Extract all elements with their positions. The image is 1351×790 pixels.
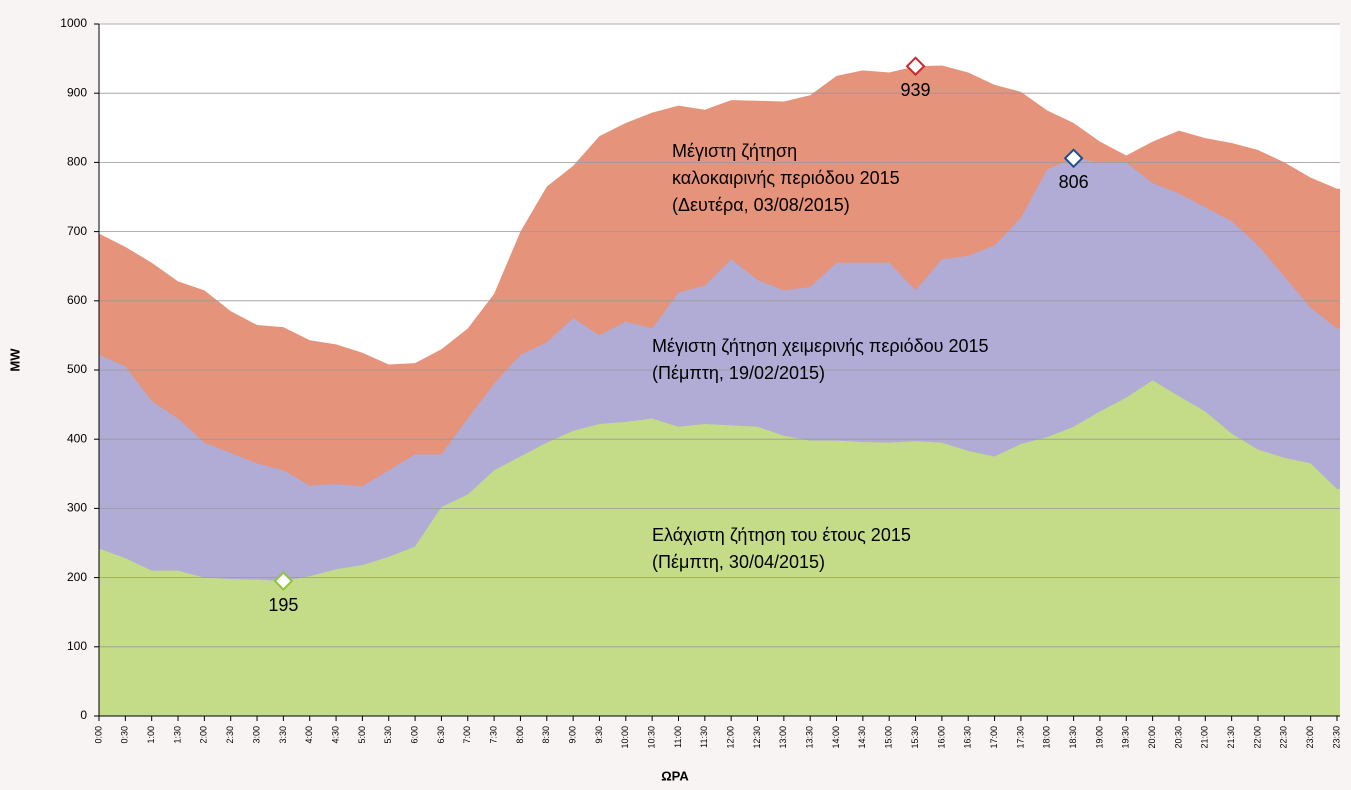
x-tick-label: 21:00: [1200, 726, 1210, 749]
x-tick-label: 2:00: [199, 726, 209, 744]
x-tick-label: 5:00: [357, 726, 367, 744]
x-tick-label: 12:30: [752, 726, 762, 749]
x-tick-label: 17:00: [989, 726, 999, 749]
x-tick-label: 16:30: [963, 726, 973, 749]
x-tick-label: 19:30: [1121, 726, 1131, 749]
x-tick-label: 20:00: [1147, 726, 1157, 749]
peak-label: 806: [1059, 172, 1089, 192]
y-axis-title: MW: [7, 348, 22, 372]
y-tick-label: 100: [67, 639, 87, 653]
y-tick-label: 0: [80, 708, 87, 722]
x-tick-label: 14:00: [831, 726, 841, 749]
x-tick-label: 22:00: [1252, 726, 1262, 749]
area: [99, 380, 1340, 716]
x-tick-label: 16:00: [936, 726, 946, 749]
x-tick-label: 10:30: [647, 726, 657, 749]
y-tick-label: 1000: [60, 16, 87, 30]
x-tick-label: 17:30: [1015, 726, 1025, 749]
x-tick-label: 23:30: [1331, 726, 1341, 749]
x-tick-label: 19:00: [1094, 726, 1104, 749]
x-tick-label: 9:30: [594, 726, 604, 744]
peak-marker: [905, 56, 926, 77]
x-tick-label: 8:30: [541, 726, 551, 744]
x-tick-label: 0:00: [93, 726, 103, 744]
x-tick-label: 14:30: [857, 726, 867, 749]
y-tick-label: 600: [67, 293, 87, 307]
x-tick-label: 7:30: [488, 726, 498, 744]
y-tick-label: 900: [67, 85, 87, 99]
x-tick-label: 22:30: [1279, 726, 1289, 749]
x-tick-label: 18:00: [1042, 726, 1052, 749]
x-tick-label: 7:00: [462, 726, 472, 744]
x-tick-label: 4:00: [304, 726, 314, 744]
peak-marker: [1063, 148, 1084, 169]
x-tick-label: 13:00: [778, 726, 788, 749]
y-tick-label: 200: [67, 570, 87, 584]
series-label: (Πέμπτη, 30/04/2015): [652, 552, 825, 572]
x-axis-title: ΩΡΑ: [661, 768, 689, 783]
y-tick-label: 800: [67, 155, 87, 169]
series-label: (Πέμπτη, 19/02/2015): [652, 363, 825, 383]
series-label: Μέγιστη ζήτηση: [672, 141, 797, 161]
x-tick-label: 10:00: [620, 726, 630, 749]
x-tick-label: 2:30: [225, 726, 235, 744]
x-tick-label: 11:00: [673, 726, 683, 748]
x-tick-label: 3:30: [278, 726, 288, 744]
x-tick-label: 0:30: [120, 726, 130, 744]
x-tick-label: 3:00: [251, 726, 261, 744]
x-tick-label: 21:30: [1226, 726, 1236, 749]
y-tick-label: 300: [67, 501, 87, 515]
peak-marker: [273, 571, 294, 591]
x-tick-label: 1:30: [172, 726, 182, 744]
x-tick-label: 13:30: [805, 726, 815, 749]
x-tick-label: 23:00: [1305, 726, 1315, 749]
x-tick-label: 15:30: [910, 726, 920, 749]
series-label: Ελάχιστη ζήτηση του έτους 2015: [652, 525, 911, 545]
x-tick-label: 8:00: [515, 726, 525, 744]
peak-label: 939: [901, 80, 931, 100]
x-tick-label: 1:00: [146, 726, 156, 744]
x-tick-label: 11:30: [699, 726, 709, 748]
x-tick-label: 6:00: [409, 726, 419, 744]
peak-label: 195: [268, 595, 298, 615]
y-tick-label: 500: [67, 362, 87, 376]
y-tick-label: 700: [67, 224, 87, 238]
series-label: καλοκαιρινής περιόδου 2015: [672, 168, 900, 188]
x-tick-label: 4:30: [330, 726, 340, 744]
x-tick-label: 12:00: [726, 726, 736, 749]
y-tick-label: 400: [67, 431, 87, 445]
x-tick-label: 20:30: [1173, 726, 1183, 749]
x-tick-label: 5:30: [383, 726, 393, 744]
x-tick-label: 15:00: [884, 726, 894, 749]
x-tick-label: 18:30: [1068, 726, 1078, 749]
series-label: Μέγιστη ζήτηση χειμερινής περιόδου 2015: [652, 336, 989, 356]
x-tick-label: 9:00: [568, 726, 578, 744]
series-label: (Δευτέρα, 03/08/2015): [672, 195, 850, 215]
x-tick-label: 6:30: [436, 726, 446, 744]
